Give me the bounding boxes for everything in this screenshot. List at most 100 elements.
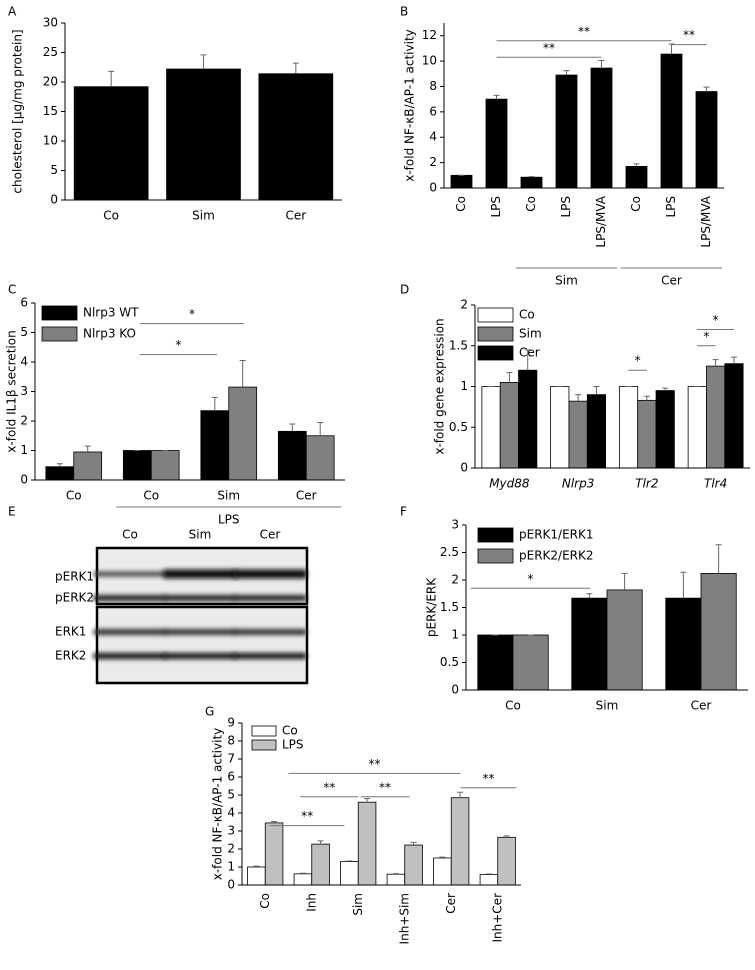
x-tick-label: LPS/MVA: [699, 195, 713, 247]
bar: [518, 369, 538, 469]
significance-label: **: [369, 757, 381, 771]
error-bar: [392, 873, 399, 875]
error-bar: [506, 372, 513, 383]
bar: [45, 466, 75, 481]
error-bar: [200, 54, 207, 70]
group-label: Cer: [661, 274, 682, 288]
bar: [200, 410, 230, 481]
panel-letter: E: [8, 505, 16, 519]
bar: [520, 176, 543, 189]
x-tick-label: Sim: [192, 209, 215, 223]
bar: [450, 797, 470, 886]
x-tick-label: Co: [258, 893, 272, 909]
error-bar: [598, 59, 605, 69]
panel-letter: C: [8, 283, 16, 297]
legend-swatch: [41, 305, 78, 321]
bar: [550, 386, 570, 469]
bar: [450, 174, 473, 189]
panel-letter: D: [400, 283, 409, 297]
significance-label: **: [578, 24, 590, 38]
legend-swatch: [477, 307, 514, 323]
bar: [477, 634, 514, 691]
y-tick-label: 0.5: [440, 655, 459, 669]
bar: [386, 873, 406, 886]
y-tick-label: 10: [422, 54, 437, 68]
bar: [499, 382, 519, 469]
panel-letter: F: [400, 505, 407, 519]
error-bar: [528, 176, 535, 178]
bar: [724, 363, 744, 469]
y-tick-label: 1: [20, 443, 28, 457]
y-tick-label: 12: [422, 28, 437, 42]
x-tick-label: Inh+Cer: [490, 893, 504, 943]
bar: [655, 390, 675, 469]
error-bar: [364, 798, 371, 803]
y-tick-label: 8: [227, 734, 235, 748]
blot-band: [93, 653, 167, 659]
error-bar: [346, 860, 353, 862]
x-tick-label: LPS: [664, 196, 678, 218]
error-bar: [730, 356, 737, 364]
bar: [665, 597, 702, 691]
panel-letter: B: [400, 5, 408, 19]
significance-label: *: [635, 354, 641, 368]
y-axis-label: pERK/ERK: [425, 577, 439, 637]
bar: [340, 861, 359, 886]
x-tick-label: Co: [505, 699, 521, 713]
error-bar: [56, 463, 63, 467]
error-bar: [668, 43, 675, 55]
legend-label: Nlrp3 KO: [83, 327, 136, 341]
y-axis-label: x-fold IL1β secretion: [5, 330, 19, 452]
legend-swatch: [41, 326, 78, 342]
error-bar: [703, 86, 710, 92]
y-tick-label: 3: [227, 824, 235, 838]
bar: [247, 866, 266, 886]
bar: [311, 843, 330, 886]
y-tick-label: 15: [43, 104, 58, 118]
panel-letter: A: [8, 5, 17, 19]
error-bar: [712, 359, 719, 367]
x-tick-label: Co: [454, 196, 468, 212]
legend-swatch: [477, 345, 514, 361]
error-bar: [239, 360, 246, 388]
y-tick-label: 2.5: [440, 545, 459, 559]
significance-label: **: [379, 780, 391, 794]
blot-panel: [95, 605, 309, 685]
error-bar: [593, 386, 600, 395]
y-tick-label: 10: [43, 134, 58, 148]
x-tick-label: Inh: [304, 893, 318, 912]
bar: [590, 67, 613, 189]
legend-label: Co: [282, 724, 298, 738]
x-tick-label: Nlrp3: [562, 477, 595, 491]
bar: [637, 399, 657, 469]
error-bar: [633, 163, 640, 167]
error-bar: [575, 394, 582, 402]
bar: [228, 386, 258, 481]
bar: [293, 873, 313, 886]
blot-band: [163, 569, 237, 579]
error-bar: [680, 571, 687, 599]
error-bar: [299, 872, 306, 874]
y-tick-label: 0: [451, 683, 459, 697]
x-tick-label: Cer: [444, 893, 458, 914]
bar: [166, 68, 241, 201]
bar: [618, 386, 639, 469]
bar: [277, 430, 307, 481]
bar: [586, 394, 607, 469]
y-tick-label: 5: [50, 163, 58, 177]
blot-band: [233, 653, 307, 659]
band-label: pERK2: [55, 591, 94, 605]
y-tick-label: 2: [460, 298, 468, 312]
error-bar: [292, 62, 299, 74]
y-tick-label: 2: [227, 842, 235, 856]
panel-letter: G: [205, 705, 214, 719]
error-bar: [457, 791, 464, 798]
y-tick-label: 0: [429, 181, 437, 195]
blot-band: [233, 569, 307, 579]
significance-label: *: [527, 572, 533, 586]
y-tick-label: 3: [451, 518, 459, 532]
legend-label: Nlrp3 WT: [83, 306, 139, 320]
bar: [357, 801, 377, 886]
bar: [73, 451, 103, 481]
blot-band: [93, 629, 167, 635]
